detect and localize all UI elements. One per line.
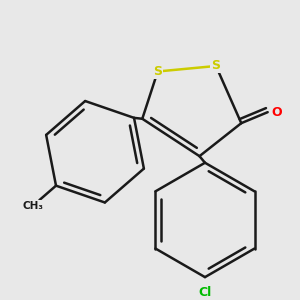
Text: S: S bbox=[153, 65, 162, 78]
Text: S: S bbox=[212, 59, 220, 73]
Text: O: O bbox=[271, 106, 282, 119]
Text: Cl: Cl bbox=[198, 286, 212, 299]
Text: CH₃: CH₃ bbox=[22, 201, 43, 211]
